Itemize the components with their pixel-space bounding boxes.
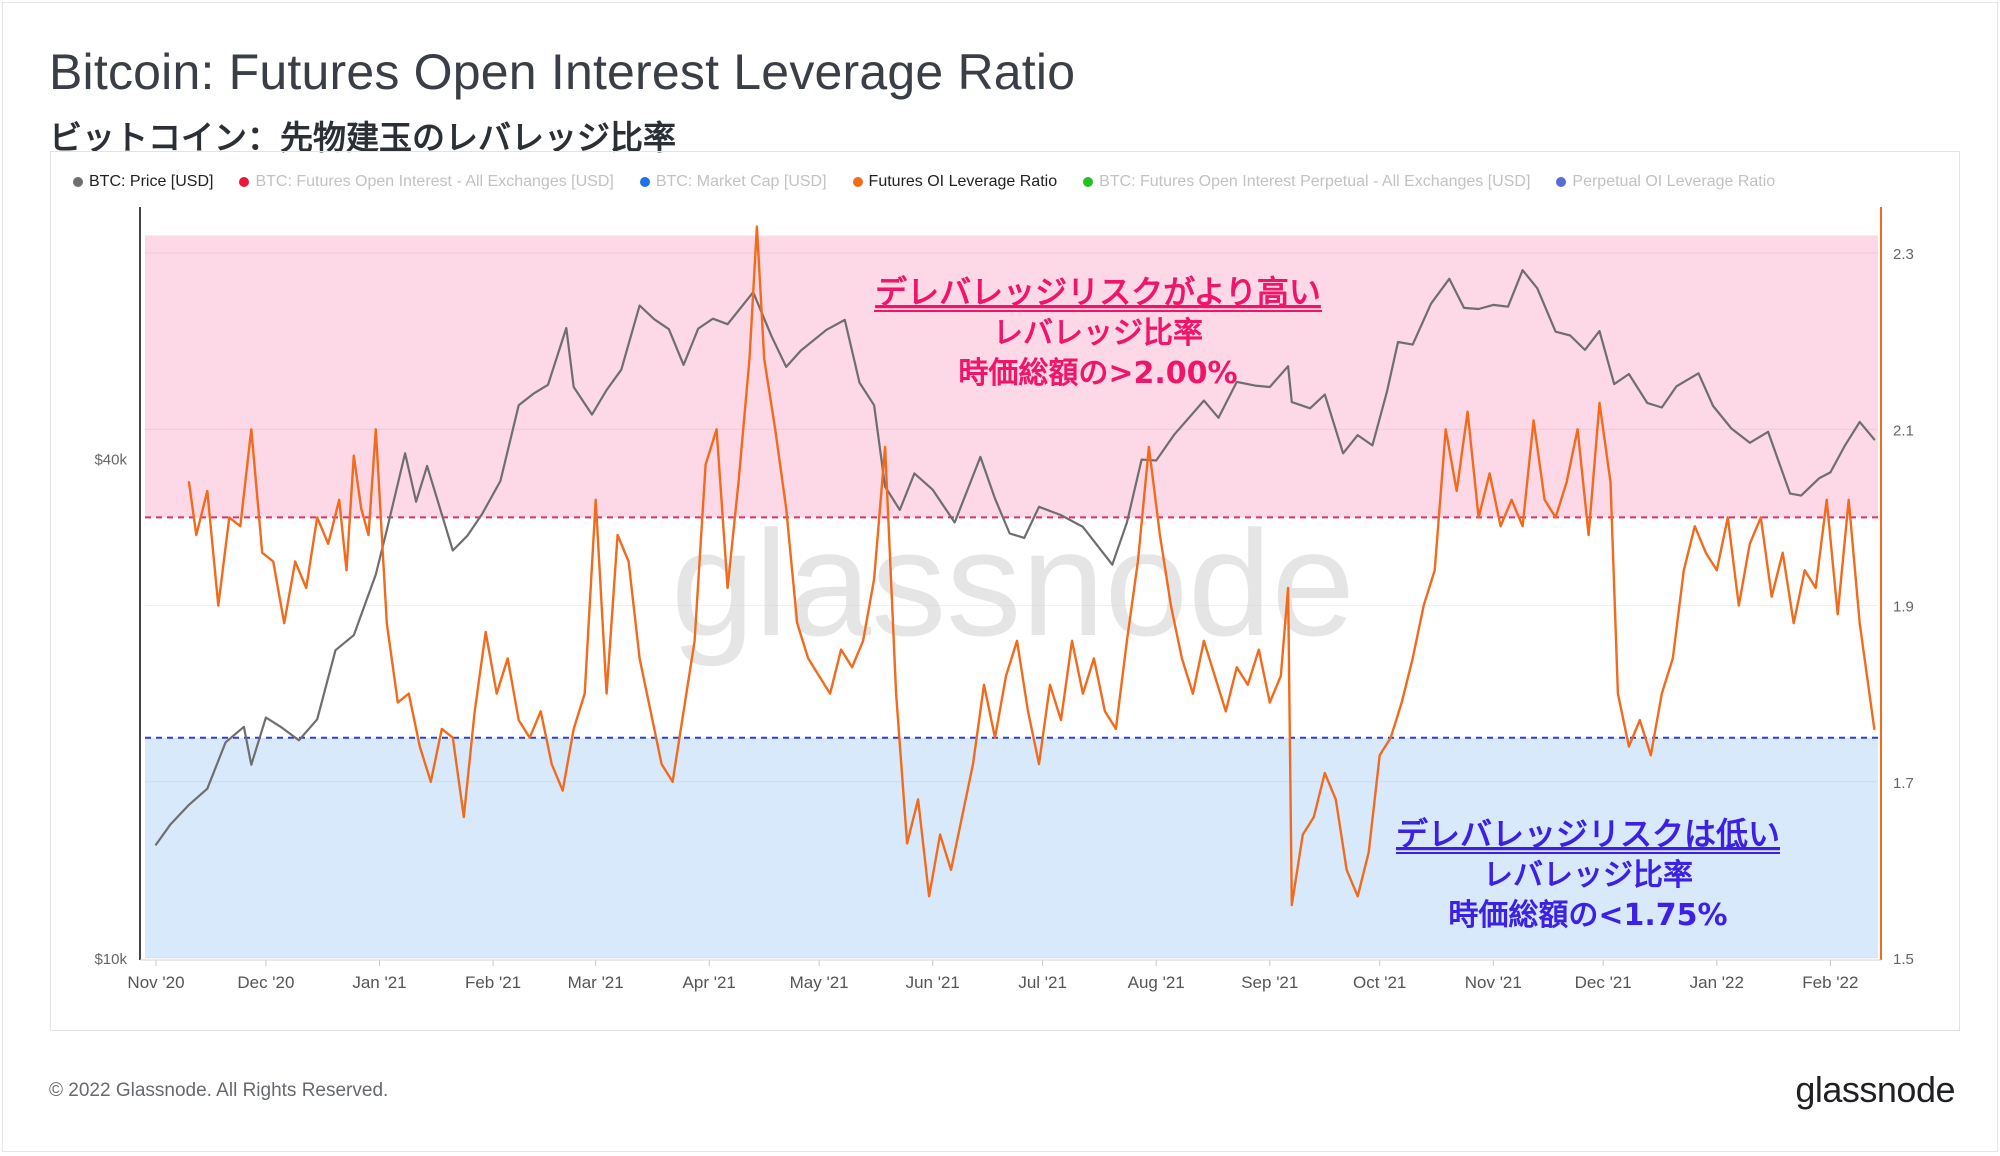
legend-label: BTC: Futures Open Interest Perpetual - A… bbox=[1099, 173, 1531, 190]
x-tick-label: Jun '21 bbox=[906, 973, 960, 992]
low-risk-zone bbox=[145, 737, 1878, 958]
legend-label: BTC: Market Cap [USD] bbox=[655, 173, 827, 190]
legend: BTC: Price [USD] BTC: Futures Open Inter… bbox=[73, 169, 1933, 195]
legend-item-futures-oi-leverage-ratio[interactable]: Futures OI Leverage Ratio bbox=[852, 173, 1058, 191]
high-risk-annotation-line: デレバレッジリスクがより高い bbox=[875, 273, 1321, 311]
legend-dot-icon bbox=[239, 177, 250, 187]
low-risk-annotation-line: デレバレッジリスクは低い bbox=[1396, 815, 1780, 853]
x-tick-label: Sep '21 bbox=[1241, 973, 1298, 992]
x-tick-label: Dec '20 bbox=[237, 973, 294, 992]
x-tick-label: Nov '21 bbox=[1465, 973, 1522, 992]
x-tick-label: May '21 bbox=[790, 973, 849, 992]
legend-item-market-cap[interactable]: BTC: Market Cap [USD] bbox=[639, 173, 827, 191]
page-subtitle: ビットコイン：先物建玉のレバレッジ比率 bbox=[49, 118, 676, 157]
low-risk-annotation-line: レバレッジ比率 bbox=[1483, 858, 1693, 893]
x-tick-label: Feb '22 bbox=[1802, 973, 1858, 992]
high-risk-zone bbox=[145, 235, 1878, 518]
legend-label: Futures OI Leverage Ratio bbox=[868, 173, 1058, 190]
page-title: Bitcoin: Futures Open Interest Leverage … bbox=[49, 44, 1076, 100]
y-right-tick-label: 1.5 bbox=[1893, 951, 1914, 968]
legend-dot-icon bbox=[73, 177, 83, 187]
legend-item-perpetual-oi-leverage-ratio[interactable]: Perpetual OI Leverage Ratio bbox=[1556, 173, 1775, 191]
legend-label: BTC: Price [USD] bbox=[89, 173, 214, 190]
legend-item-futures-oi-perpetual[interactable]: BTC: Futures Open Interest Perpetual - A… bbox=[1083, 173, 1530, 191]
y-right-tick-label: 2.3 bbox=[1893, 246, 1914, 263]
x-tick-label: Oct '21 bbox=[1353, 973, 1406, 992]
legend-item-btc-price[interactable]: BTC: Price [USD] bbox=[73, 173, 213, 191]
legend-label: Perpetual OI Leverage Ratio bbox=[1572, 173, 1776, 190]
btc-price-line bbox=[154, 269, 1876, 846]
y-right-tick-label: 1.7 bbox=[1893, 775, 1914, 792]
x-tick-label: Jan '22 bbox=[1690, 973, 1744, 992]
x-tick-label: Apr '21 bbox=[683, 973, 736, 992]
legend-dot-icon bbox=[852, 177, 863, 187]
legend-label: BTC: Futures Open Interest - All Exchang… bbox=[255, 173, 614, 190]
y-right-tick-label: 1.9 bbox=[1893, 599, 1914, 616]
y-right-tick-label: 2.1 bbox=[1893, 422, 1914, 439]
legend-dot-icon bbox=[1083, 177, 1094, 187]
legend-dot-icon bbox=[1556, 177, 1567, 187]
y-left-tick-label: $40k bbox=[94, 452, 127, 469]
y-left-tick-label: $10k bbox=[94, 951, 127, 968]
watermark-text: glassnode bbox=[671, 499, 1355, 667]
copyright-footer: © 2022 Glassnode. All Rights Reserved. bbox=[49, 1080, 389, 1101]
high-risk-annotation-line: 時価総額の>2.00% bbox=[958, 356, 1237, 391]
chart-plot-area: glassnode Nov '20 Dec '20 Jan '21 Feb '21 Mar… bbox=[94, 207, 1914, 992]
x-tick-label: Mar '21 bbox=[568, 973, 624, 992]
x-tick-label: Feb '21 bbox=[465, 973, 521, 992]
x-tick-label: Dec '21 bbox=[1575, 973, 1632, 992]
futures-oi-leverage-ratio-line bbox=[187, 225, 1876, 907]
high-risk-annotation-line: レバレッジ比率 bbox=[993, 316, 1203, 351]
x-tick-label: Nov '20 bbox=[127, 973, 184, 992]
x-tick-label: Aug '21 bbox=[1128, 973, 1185, 992]
x-tick-label: Jan '21 bbox=[352, 973, 406, 992]
x-tick-label: Jul '21 bbox=[1018, 973, 1067, 992]
legend-dot-icon bbox=[639, 177, 650, 187]
legend-item-futures-open-interest[interactable]: BTC: Futures Open Interest - All Exchang… bbox=[239, 173, 614, 191]
glassnode-logo: glassnode bbox=[1795, 1069, 1955, 1110]
chart-panel bbox=[50, 151, 1960, 1031]
low-risk-annotation-line: 時価総額の<1.75% bbox=[1448, 898, 1727, 933]
